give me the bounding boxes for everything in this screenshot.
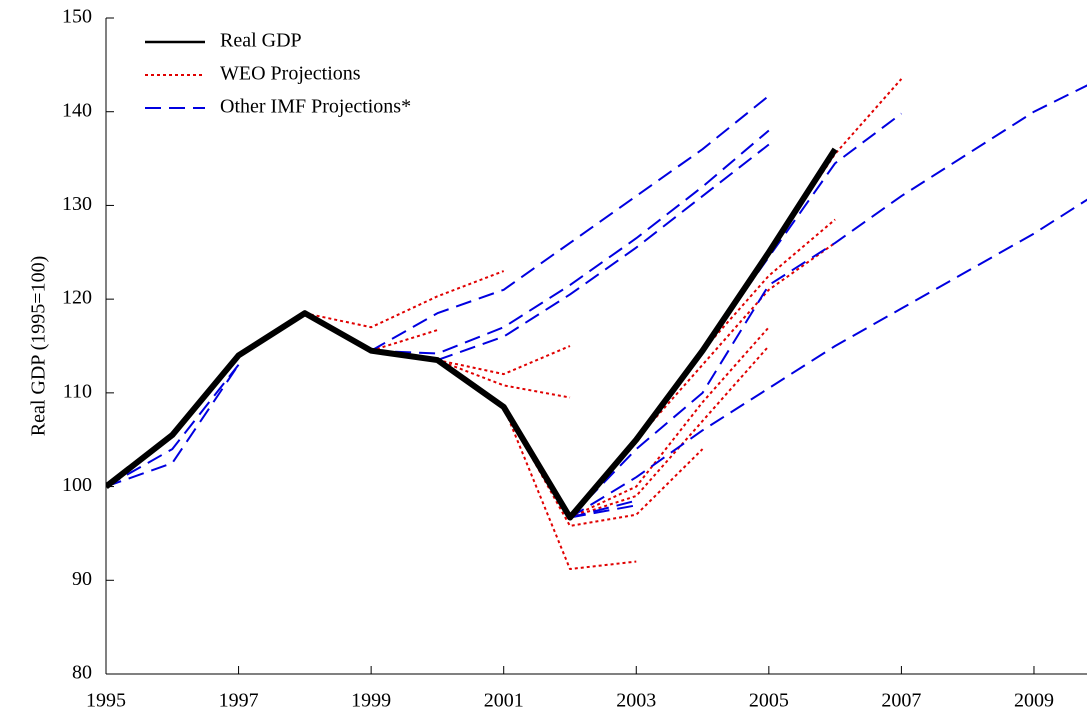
legend-label: WEO Projections: [220, 63, 361, 85]
plot-area: [106, 78, 1087, 571]
x-tick-label: 2001: [484, 690, 524, 712]
series-line: [701, 112, 903, 352]
series-line: [437, 143, 770, 361]
series-line: [304, 270, 505, 329]
series-line: [371, 129, 770, 355]
series-line: [569, 84, 1087, 519]
y-tick-label: 90: [72, 568, 92, 590]
x-tick-label: 2007: [881, 690, 921, 712]
x-tick-label: 2009: [1014, 690, 1054, 712]
series-line: [370, 95, 770, 352]
series-line: [701, 218, 836, 352]
y-tick-label: 150: [62, 6, 92, 28]
x-tick-label: 1999: [351, 690, 391, 712]
y-tick-label: 110: [63, 380, 92, 402]
series-line: [437, 345, 571, 376]
y-tick-label: 140: [62, 99, 92, 121]
x-tick-label: 2005: [749, 690, 789, 712]
series-line: [370, 329, 438, 352]
x-tick-label: 1995: [86, 690, 126, 712]
series-line: [569, 326, 770, 519]
series-line: [437, 359, 571, 399]
y-tick-label: 130: [62, 193, 92, 215]
series-line: [106, 147, 838, 521]
series-line: [569, 198, 1087, 519]
series-line: [502, 406, 637, 571]
legend-label: Other IMF Projections*: [220, 96, 411, 118]
x-tick-label: 2003: [616, 690, 656, 712]
series-line: [569, 345, 770, 519]
series-line: [635, 242, 836, 441]
legend-label: Real GDP: [220, 30, 302, 52]
series-line: [106, 364, 240, 488]
x-tick-label: 1997: [219, 690, 259, 712]
y-tick-label: 100: [62, 474, 92, 496]
y-axis-label: Real GDP (1995=100): [28, 256, 50, 437]
series-line: [106, 364, 240, 488]
y-tick-label: 120: [62, 287, 92, 309]
y-tick-label: 80: [72, 662, 92, 684]
series-line: [569, 499, 637, 519]
